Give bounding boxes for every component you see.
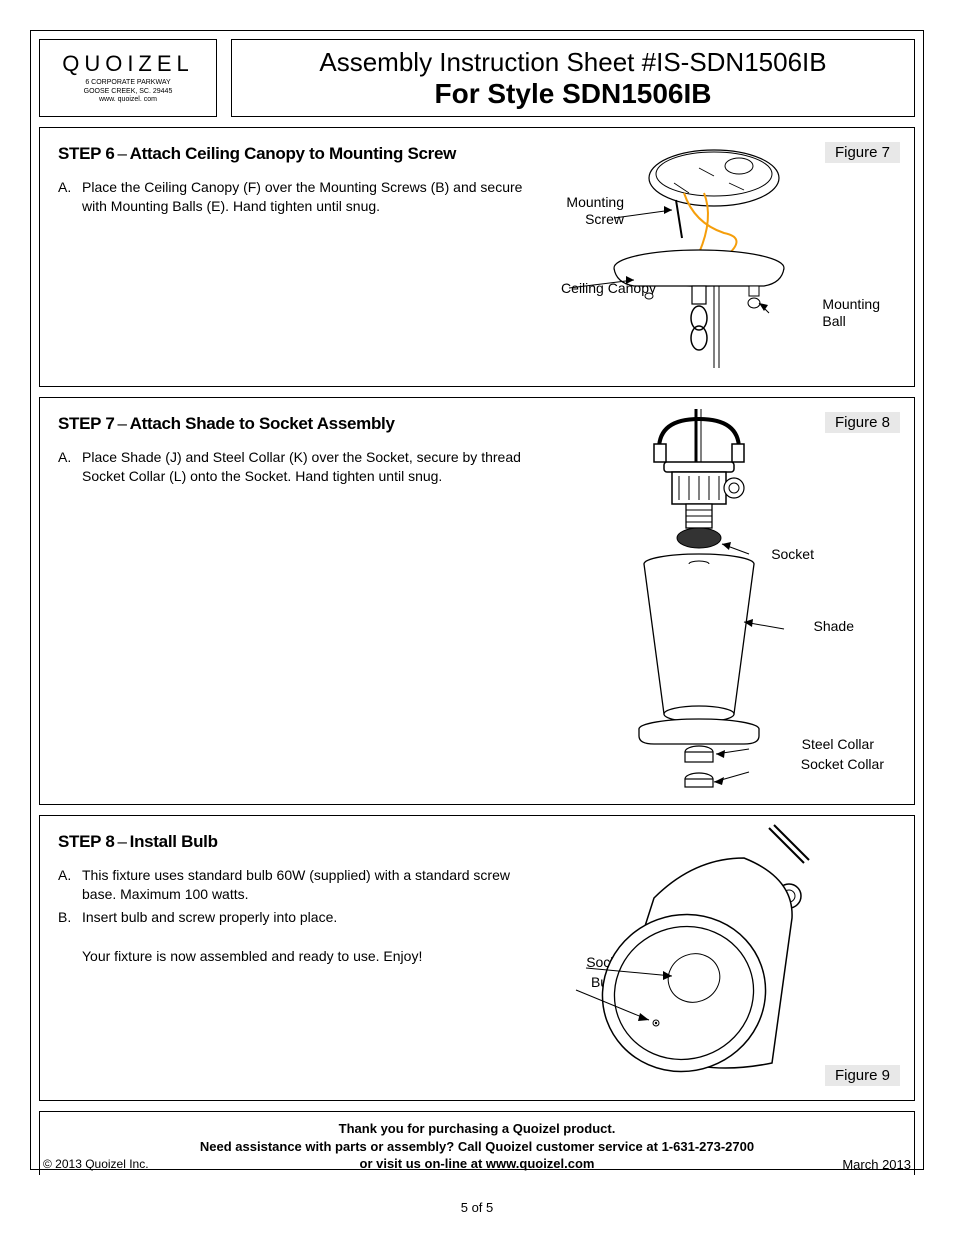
step8-body: A. This fixture uses standard bulb 60W (… (58, 866, 538, 966)
brand-address: 6 CORPORATE PARKWAY GOOSE CREEK, SC. 294… (84, 79, 173, 104)
figure9-diagram (544, 828, 834, 1073)
step8-item-b: Insert bulb and screw properly into plac… (82, 908, 337, 927)
doc-title-line1: Assembly Instruction Sheet #IS-SDN1506IB (319, 47, 826, 78)
bottom-row: © 2013 Quoizel Inc. March 2013 (39, 1157, 915, 1172)
step6-box: STEP 6–Attach Ceiling Canopy to Mounting… (39, 127, 915, 387)
step7-body: A. Place Shade (J) and Steel Collar (K) … (58, 448, 538, 486)
figure9-label: Figure 9 (825, 1065, 900, 1086)
callout-mounting-ball: MountingBall (822, 296, 880, 330)
doc-date: March 2013 (842, 1157, 911, 1172)
step7-box: STEP 7–Attach Shade to Socket Assembly A… (39, 397, 915, 805)
figure8-diagram (594, 404, 854, 794)
title-box: Assembly Instruction Sheet #IS-SDN1506IB… (231, 39, 915, 117)
step6-body: A. Place the Ceiling Canopy (F) over the… (58, 178, 538, 216)
page-number: 5 of 5 (0, 1200, 954, 1215)
step8-closing: Your fixture is now assembled and ready … (82, 947, 538, 966)
brand-name: QUOIZEL (62, 51, 194, 77)
footer-line1: Thank you for purchasing a Quoizel produ… (339, 1120, 616, 1138)
step7-item-a: Place Shade (J) and Steel Collar (K) ove… (82, 448, 538, 486)
figure7-label: Figure 7 (825, 142, 900, 163)
step8-box: STEP 8–Install Bulb A. This fixture uses… (39, 815, 915, 1101)
doc-title-line2: For Style SDN1506IB (435, 78, 712, 110)
step8-item-a: This fixture uses standard bulb 60W (sup… (82, 866, 538, 904)
header-row: QUOIZEL 6 CORPORATE PARKWAY GOOSE CREEK,… (39, 39, 915, 117)
copyright: © 2013 Quoizel Inc. (43, 1157, 149, 1172)
page-border: QUOIZEL 6 CORPORATE PARKWAY GOOSE CREEK,… (30, 30, 924, 1170)
logo-box: QUOIZEL 6 CORPORATE PARKWAY GOOSE CREEK,… (39, 39, 217, 117)
step6-item-a: Place the Ceiling Canopy (F) over the Mo… (82, 178, 538, 216)
footer-line2: Need assistance with parts or assembly? … (200, 1138, 754, 1156)
figure7-diagram (574, 138, 824, 378)
